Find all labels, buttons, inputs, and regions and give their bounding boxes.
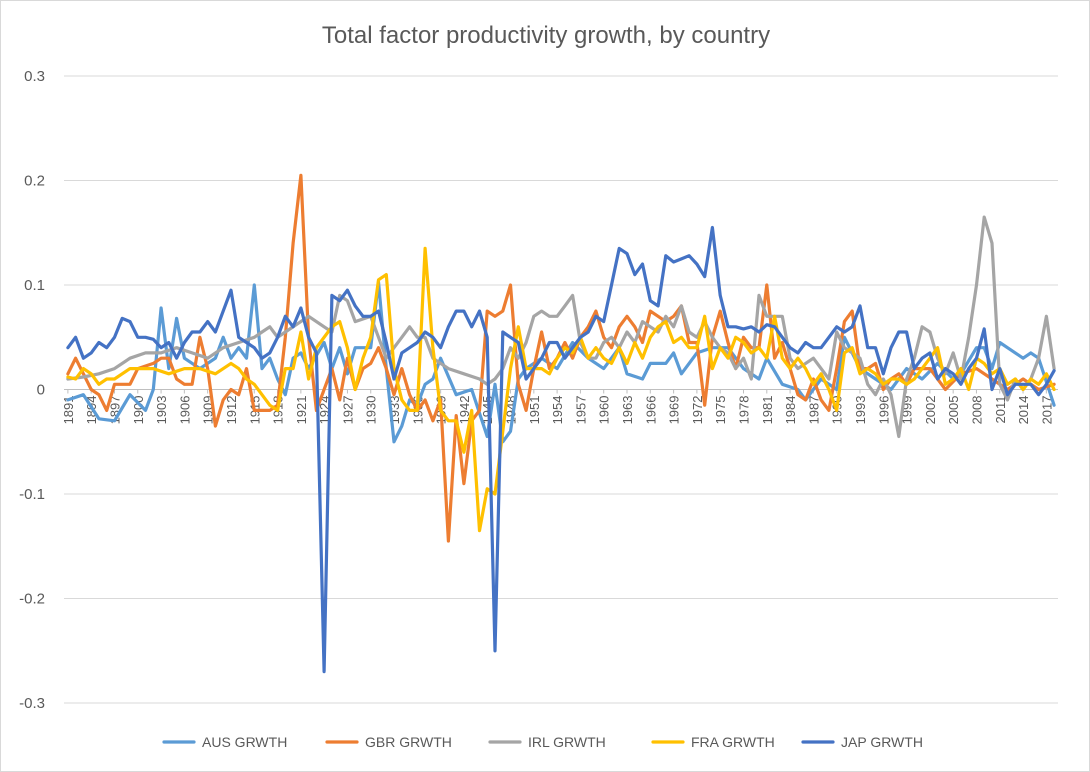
x-tick-label: 1969 [667, 396, 682, 425]
x-tick-label: 1903 [154, 396, 169, 425]
x-tick-label: 1996 [876, 396, 891, 425]
series-line-fra [66, 246, 1056, 533]
x-tick-label: 1897 [107, 396, 122, 425]
x-tick-label: 1930 [364, 396, 379, 425]
x-tick-label: 2017 [1039, 396, 1054, 425]
y-tick-label: -0.1 [19, 486, 45, 503]
legend-label: JAP GRWTH [841, 734, 923, 750]
x-tick-label: 1987 [806, 396, 821, 425]
x-tick-label: 1942 [457, 396, 472, 425]
x-tick-label: 1993 [853, 396, 868, 425]
x-tick-label: 1891 [61, 396, 76, 425]
gridlines [64, 75, 1058, 704]
chart-title: Total factor productivity growth, by cou… [322, 22, 770, 49]
x-tick-label: 1912 [224, 396, 239, 425]
series-line-gbr [66, 173, 1056, 543]
x-tick-label: 2005 [946, 396, 961, 425]
x-tick-label: 1978 [736, 396, 751, 425]
x-tick-label: 1951 [527, 396, 542, 425]
x-tick-label: 1960 [597, 396, 612, 425]
legend-label: GBR GRWTH [365, 734, 452, 750]
x-tick-label: 2008 [969, 396, 984, 425]
x-tick-label: 1900 [131, 396, 146, 425]
y-tick-label: -0.3 [19, 695, 45, 712]
y-tick-label: -0.2 [19, 591, 45, 608]
x-tick-label: 1966 [643, 396, 658, 425]
x-tick-label: 2011 [993, 396, 1008, 424]
legend: AUS GRWTH GBR GRWTH IRL GRWTH FRA GRWTH JAP … [162, 734, 923, 750]
x-tick-label: 1981 [760, 396, 775, 425]
x-tick-label: 1984 [783, 396, 798, 425]
x-tick-label: 1972 [690, 396, 705, 425]
legend-label: AUS GRWTH [202, 734, 287, 750]
x-tick-label: 1921 [294, 396, 309, 425]
x-tick-label: 1954 [550, 396, 565, 425]
y-axis-ticks: 0.3 0.2 0.1 0 -0.1 -0.2 -0.3 [19, 68, 45, 712]
x-tick-label: 1975 [713, 396, 728, 425]
y-tick-label: 0 [37, 382, 45, 399]
series-line-aus [66, 280, 1056, 444]
x-tick-label: 2014 [1016, 396, 1031, 425]
x-tick-label: 1906 [177, 396, 192, 425]
legend-label: FRA GRWTH [691, 734, 775, 750]
x-tick-label: 1963 [620, 396, 635, 425]
x-tick-label: 1927 [340, 396, 355, 425]
y-tick-label: 0.1 [24, 277, 45, 294]
series-lines [66, 173, 1056, 674]
x-tick-label: 2002 [923, 396, 938, 425]
legend-label: IRL GRWTH [528, 734, 606, 750]
y-tick-label: 0.3 [24, 68, 45, 85]
series-line-jap [66, 225, 1056, 674]
y-tick-label: 0.2 [24, 173, 45, 190]
x-tick-label: 1957 [573, 396, 588, 425]
